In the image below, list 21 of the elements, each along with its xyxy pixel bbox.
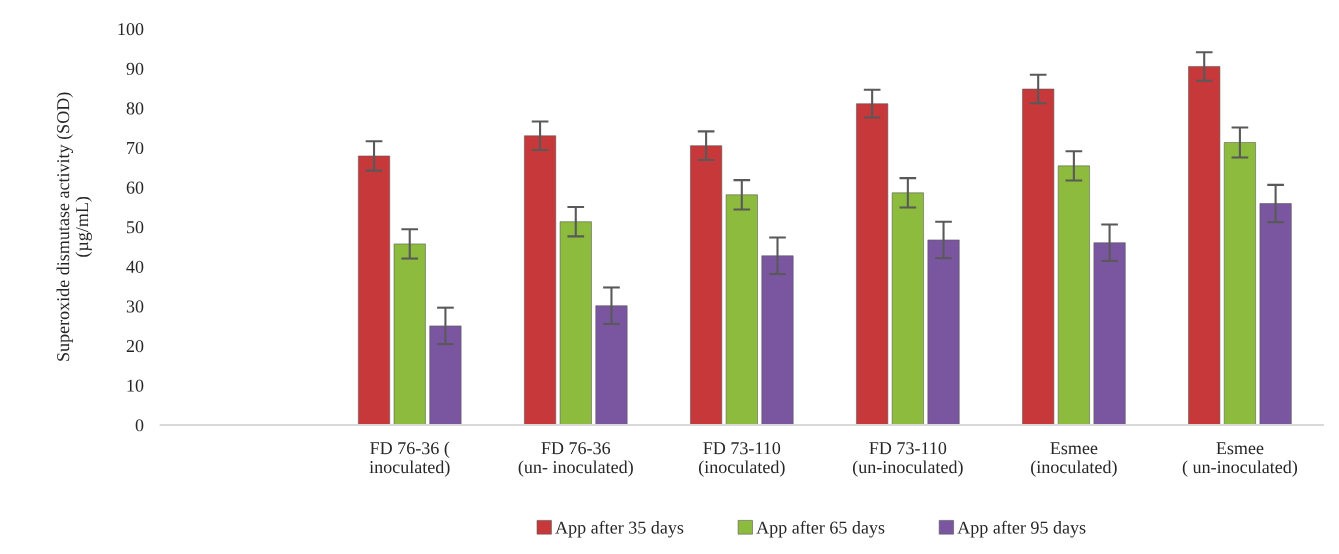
x-tick-label: FD 73-110 (inoculated) (698, 442, 785, 477)
y-tick-label: 50 (127, 221, 144, 234)
x-tick-label: FD 73-110 (un-inoculated) (852, 442, 963, 477)
y-tick-label: 30 (126, 300, 144, 313)
legend-label: App after 35 days (555, 520, 684, 538)
y-tick-label: 70 (127, 141, 144, 155)
y-tick-label: 90 (126, 62, 144, 75)
y-tick-label: 100 (118, 23, 144, 36)
y-tick-label: 20 (126, 339, 144, 353)
x-tick-label: FD 76-36 (un- inoculated) (518, 442, 633, 477)
y-tick-label: 40 (126, 260, 144, 273)
y-tick-label: 0 (135, 419, 144, 432)
y-tick-label: 60 (126, 181, 144, 194)
legend-label: App after 65 days (756, 520, 885, 538)
y-axis-title: Superoxide dismutase activity (SOD) (µg/mL) (56, 92, 92, 361)
x-tick-label: FD 76-36 ( inoculated) (369, 441, 450, 477)
y-tick-label: 10 (127, 379, 144, 392)
x-tick-label: Esmee (inoculated) (1031, 442, 1117, 477)
x-tick-label: Esmee ( un-inoculated) (1182, 442, 1298, 477)
y-tick-label: 80 (126, 102, 144, 115)
legend-label: App after 95 days (957, 520, 1086, 538)
